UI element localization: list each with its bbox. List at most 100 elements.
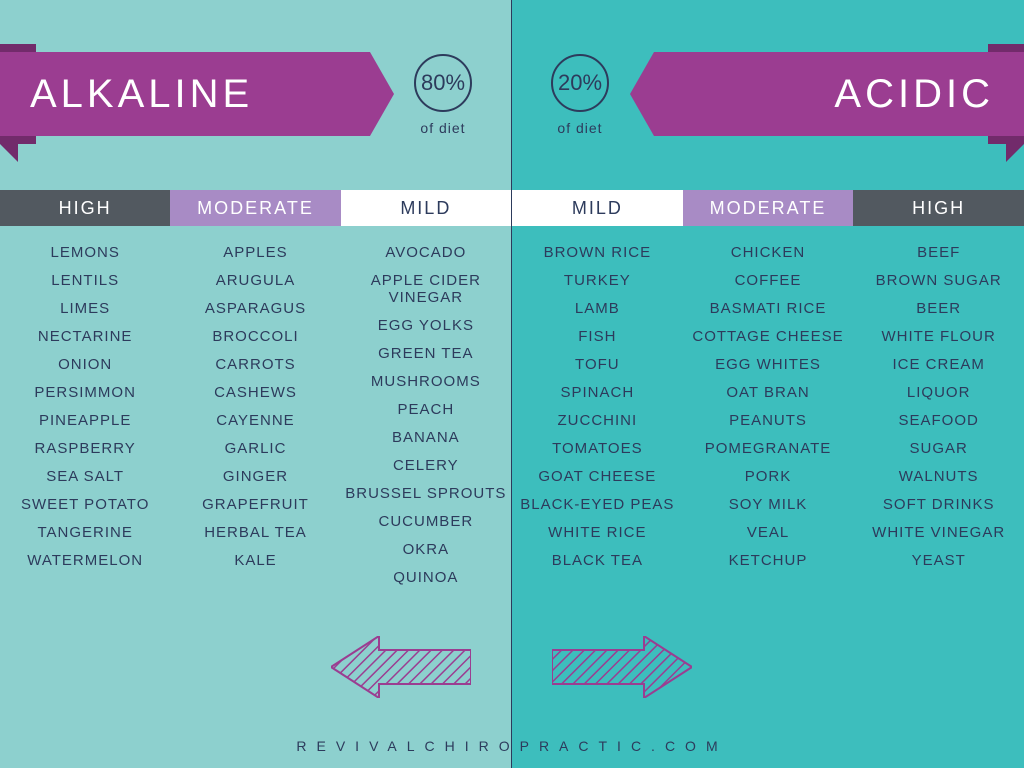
list-item: WHITE VINEGAR (872, 524, 1005, 541)
list-item: GARLIC (225, 440, 287, 457)
list-item: POMEGRANATE (705, 440, 832, 457)
list-item: SEA SALT (46, 468, 124, 485)
arrow-left-icon (331, 636, 471, 698)
list-item: CASHEWS (214, 384, 297, 401)
list-item: TURKEY (564, 272, 631, 289)
list-item: SOFT DRINKS (883, 496, 995, 513)
list-item: SOY MILK (729, 496, 808, 513)
list-item: ONION (58, 356, 112, 373)
col-acid-high: BEEFBROWN SUGARBEERWHITE FLOURICE CREAML… (853, 236, 1024, 569)
list-item: CUCUMBER (378, 513, 473, 530)
list-item: NECTARINE (38, 328, 133, 345)
alkaline-banner: ALKALINE (0, 52, 370, 136)
list-item: SUGAR (910, 440, 968, 457)
acidic-panel: ACIDIC 20% of diet MILD MODERATE HIGH BR… (512, 0, 1024, 768)
list-item: RASPBERRY (35, 440, 136, 457)
cat-mild-left: MILD (341, 190, 511, 226)
pct-sub-left: of diet (383, 120, 503, 136)
list-item: LEMONS (50, 244, 119, 261)
pct-sub-right: of diet (520, 120, 640, 136)
list-item: BROWN SUGAR (876, 272, 1002, 289)
list-item: SEAFOOD (899, 412, 979, 429)
col-acid-mild: BROWN RICE TURKEY LAMB FISH TOFU SPINACH ZUCCH… (512, 236, 683, 569)
list-item: COFFEE (735, 272, 802, 289)
list-item: KALE (234, 552, 276, 569)
cat-moderate-right: MODERATE (683, 190, 854, 226)
list-item: QUINOA (393, 569, 458, 586)
list-item: LAMB (575, 300, 620, 317)
list-item: LIMES (60, 300, 110, 317)
list-item: APPLE CIDER VINEGAR (345, 272, 507, 306)
list-item: AVOCADO (385, 244, 466, 261)
list-item: EGG WHITES (715, 356, 821, 373)
list-item: OKRA (403, 541, 450, 558)
cat-moderate-left: MODERATE (170, 190, 340, 226)
list-item: KETCHUP (729, 552, 808, 569)
list-item: PEACH (397, 401, 454, 418)
list-item: LIQUOR (907, 384, 971, 401)
list-item: GOAT CHEESE (538, 468, 656, 485)
list-item: WALNUTS (899, 468, 979, 485)
list-item: TOMATOES (552, 440, 643, 457)
cat-high-left: HIGH (0, 190, 170, 226)
list-item: SWEET POTATO (21, 496, 149, 513)
col-alk-moderate: APPLES ARUGULA ASPARAGUS BROCCOLI CARROTS CAS… (170, 236, 340, 586)
col-alk-high: LEMONS LENTILS LIMES NECTARINE ONION PERSIMMO… (0, 236, 170, 586)
list-item: TANGERINE (37, 524, 132, 541)
list-item: GINGER (223, 468, 288, 485)
list-item: LENTILS (51, 272, 119, 289)
list-item: ZUCCHINI (558, 412, 638, 429)
list-item: ICE CREAM (893, 356, 985, 373)
list-item: MUSHROOMS (371, 373, 481, 390)
list-item: TOFU (575, 356, 620, 373)
list-item: FISH (578, 328, 616, 345)
pct-circle-20: 20% (551, 54, 609, 112)
cat-high-right: HIGH (853, 190, 1024, 226)
list-item: BLACK-EYED PEAS (520, 496, 674, 513)
list-item: CAYENNE (216, 412, 294, 429)
acidic-columns: BROWN RICE TURKEY LAMB FISH TOFU SPINACH ZUCCH… (512, 236, 1024, 569)
list-item: PORK (745, 468, 792, 485)
list-item: YEAST (912, 552, 966, 569)
acidic-pct: 20% of diet (520, 54, 640, 136)
list-item: PEANUTS (729, 412, 807, 429)
list-item: CHICKEN (731, 244, 806, 261)
list-item: HERBAL TEA (204, 524, 307, 541)
list-item: EGG YOLKS (378, 317, 474, 334)
list-item: GREEN TEA (378, 345, 473, 362)
list-item: SPINACH (560, 384, 634, 401)
alkaline-title: ALKALINE (30, 72, 253, 117)
list-item: BEEF (917, 244, 960, 261)
list-item: CELERY (393, 457, 459, 474)
list-item: OAT BRAN (726, 384, 809, 401)
list-item: VEAL (747, 524, 789, 541)
list-item: ARUGULA (216, 272, 296, 289)
col-alk-mild: AVOCADO APPLE CIDER VINEGAR EGG YOLKS GREEN… (341, 236, 511, 586)
alkaline-panel: ALKALINE 80% of diet HIGH MODERATE MILD … (0, 0, 512, 768)
col-acid-moderate: CHICKEN COFFEE BASMATI RICE COTTAGE CHEESE E… (683, 236, 854, 569)
list-item: BEER (916, 300, 961, 317)
list-item: BROWN RICE (544, 244, 652, 261)
list-item: BLACK TEA (552, 552, 643, 569)
acidic-title: ACIDIC (834, 72, 994, 117)
alkaline-pct: 80% of diet (383, 54, 503, 136)
arrow-right-icon (552, 636, 692, 698)
alkaline-cat-row: HIGH MODERATE MILD (0, 190, 511, 226)
list-item: ASPARAGUS (205, 300, 306, 317)
pct-circle-80: 80% (414, 54, 472, 112)
list-item: COTTAGE CHEESE (692, 328, 843, 345)
list-item: BRUSSEL SPROUTS (345, 485, 506, 502)
acidic-banner: ACIDIC (654, 52, 1024, 136)
list-item: WATERMELON (27, 552, 143, 569)
list-item: CARROTS (215, 356, 295, 373)
list-item: BANANA (392, 429, 460, 446)
alkaline-columns: LEMONS LENTILS LIMES NECTARINE ONION PERSIMMO… (0, 236, 511, 586)
list-item: PERSIMMON (34, 384, 136, 401)
list-item: GRAPEFRUIT (202, 496, 309, 513)
acidic-cat-row: MILD MODERATE HIGH (512, 190, 1024, 226)
list-item: APPLES (223, 244, 287, 261)
list-item: WHITE RICE (548, 524, 646, 541)
list-item: BROCCOLI (212, 328, 298, 345)
list-item: BASMATI RICE (710, 300, 827, 317)
list-item: PINEAPPLE (39, 412, 131, 429)
